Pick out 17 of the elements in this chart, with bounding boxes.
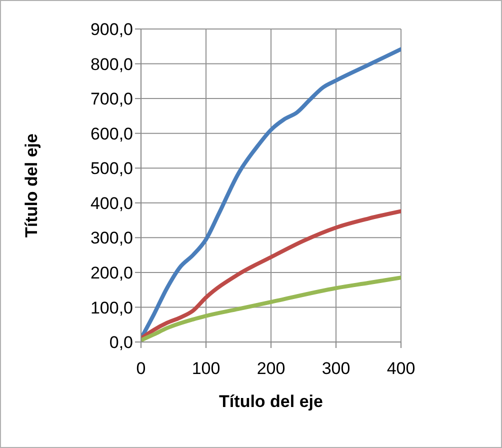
y-tick-label: 300,0: [90, 228, 133, 248]
y-tick-label: 200,0: [90, 263, 133, 282]
x-tick-label: 400: [386, 359, 416, 378]
x-tick-label: 100: [192, 359, 220, 378]
x-tick-label: 0: [136, 359, 146, 378]
y-tick-label: 100,0: [90, 298, 133, 318]
y-tick-label: 800,0: [90, 54, 133, 74]
x-tick-label: 200: [256, 359, 286, 378]
y-tick-label: 700,0: [90, 90, 133, 109]
y-tick-label: 600,0: [90, 124, 133, 144]
y-tick-label: 400,0: [90, 194, 133, 213]
y-tick-label: 900,0: [90, 20, 133, 40]
x-tick-label: 300: [322, 359, 350, 378]
y-tick-label: 500,0: [90, 159, 133, 178]
y-axis-title: Título del eje: [22, 134, 42, 238]
x-axis-title: Título del eje: [219, 392, 323, 411]
y-tick-label: 0,0: [109, 333, 133, 352]
